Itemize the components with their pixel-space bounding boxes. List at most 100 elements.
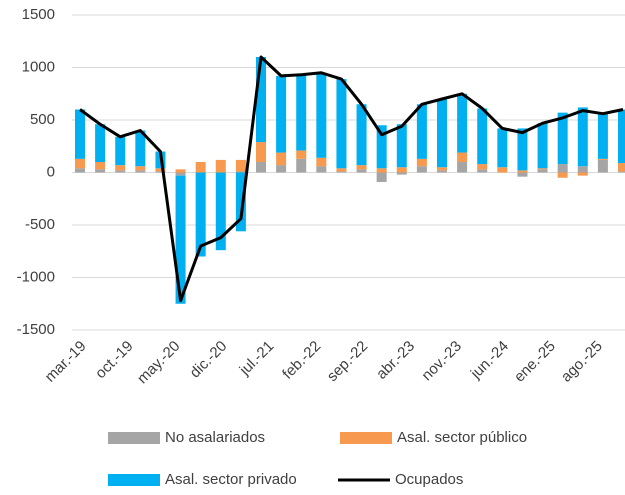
bar-segment	[396, 172, 407, 175]
bar-segment	[336, 171, 347, 173]
bar-segment	[115, 165, 126, 171]
y-tick-label: 0	[47, 163, 55, 180]
bar-segment	[477, 108, 488, 165]
bar-segment	[316, 72, 327, 158]
x-tick-label: jun.-24	[467, 338, 512, 383]
bar-segment	[577, 172, 588, 176]
y-tick-label: -1500	[17, 321, 55, 338]
bar-segment	[215, 159, 226, 173]
line	[79, 55, 624, 303]
legend-swatch	[340, 432, 392, 444]
legend-label: Ocupados	[395, 471, 463, 488]
bar-segment	[618, 163, 625, 172]
bar-segment	[457, 93, 468, 153]
bar-segment	[256, 142, 266, 162]
x-tick-label: dic.-20	[187, 338, 231, 382]
bar-segment	[135, 166, 146, 171]
bar-segment	[597, 159, 608, 173]
bar-segment	[618, 109, 625, 164]
bar-segment	[135, 170, 146, 173]
bar-segment	[396, 167, 407, 173]
bar-segment	[577, 107, 588, 167]
bar-segment	[537, 123, 548, 169]
bar-segment	[95, 162, 106, 170]
bar-segment	[135, 130, 146, 167]
bar-segment	[477, 169, 488, 173]
bar-segment	[276, 165, 287, 173]
bar-segment	[437, 99, 447, 168]
x-tick-label: ene.-25	[511, 338, 559, 386]
bar-segment	[155, 168, 166, 172]
x-tick-label: feb.-22	[279, 338, 324, 383]
bar-segment	[537, 169, 548, 173]
bar-segment	[175, 169, 186, 173]
bar-segment	[376, 172, 387, 182]
bar-segment	[215, 172, 226, 251]
bar-segment	[175, 172, 186, 176]
bar-segment	[336, 168, 347, 172]
bar-segment	[95, 124, 106, 162]
bar-segment	[95, 169, 106, 173]
bar-segment	[316, 166, 327, 173]
legend-label: Asal. sector público	[397, 429, 527, 446]
bar-segment	[175, 175, 186, 304]
bar-segment	[457, 162, 468, 173]
bar-segment	[537, 168, 548, 170]
bar-segment	[256, 162, 266, 173]
y-tick-label: 500	[30, 111, 55, 128]
bar-segment	[75, 109, 85, 159]
legend-swatch	[108, 432, 160, 444]
bar-segment	[276, 152, 287, 166]
bar-segment	[235, 171, 246, 173]
bar-segment	[235, 172, 246, 232]
bar-segment	[437, 167, 447, 171]
legend-swatch	[108, 474, 160, 486]
bar-segment	[336, 79, 347, 169]
bar-segment	[437, 170, 447, 173]
x-tick-label: oct.-19	[92, 338, 136, 382]
bar-segment	[235, 159, 246, 172]
bar-segment	[416, 104, 427, 159]
bar-segment	[115, 136, 126, 166]
bar-segment	[376, 125, 387, 169]
bar-segment	[356, 165, 367, 170]
x-tick-label: abr.-23	[373, 338, 418, 383]
bar-segment	[497, 167, 508, 173]
bar-segment	[477, 164, 488, 170]
x-tick-label: jul.-21	[236, 338, 278, 380]
y-tick-label: -500	[25, 216, 55, 233]
x-tick-label: mar.-19	[42, 338, 90, 386]
bar-segment	[517, 170, 528, 173]
bar-segment	[296, 74, 307, 151]
x-tick-label: nov.-23	[418, 338, 465, 385]
bar-segment	[256, 57, 266, 143]
bar-segment	[195, 162, 206, 173]
bar-segment	[115, 170, 126, 173]
bar-segment	[597, 158, 608, 160]
bar-segment	[557, 172, 568, 178]
bar-segment	[195, 172, 206, 257]
bar-segment	[577, 166, 588, 173]
bar-segment	[416, 158, 427, 167]
x-tick-label: may.-20	[134, 338, 184, 388]
bar-segment	[75, 168, 85, 173]
bar-segment	[557, 112, 568, 165]
bar-segment	[356, 104, 367, 166]
y-tick-label: 1000	[22, 58, 55, 75]
bar-segment	[517, 128, 528, 171]
bar-segment	[396, 124, 407, 168]
x-tick-label: ago.-25	[558, 338, 606, 386]
bar-segment	[618, 171, 625, 173]
bar-segment	[155, 171, 166, 173]
bar-segment	[296, 150, 307, 159]
bar-segment	[557, 164, 568, 173]
legend-label: Asal. sector privado	[165, 471, 297, 488]
bar-segment	[276, 75, 287, 153]
y-tick-label: -1000	[17, 268, 55, 285]
bar-segment	[457, 152, 468, 162]
bar-segment	[416, 166, 427, 173]
bar-segment	[376, 168, 387, 173]
bar-segment	[356, 169, 367, 173]
legend-label: No asalariados	[165, 429, 265, 446]
